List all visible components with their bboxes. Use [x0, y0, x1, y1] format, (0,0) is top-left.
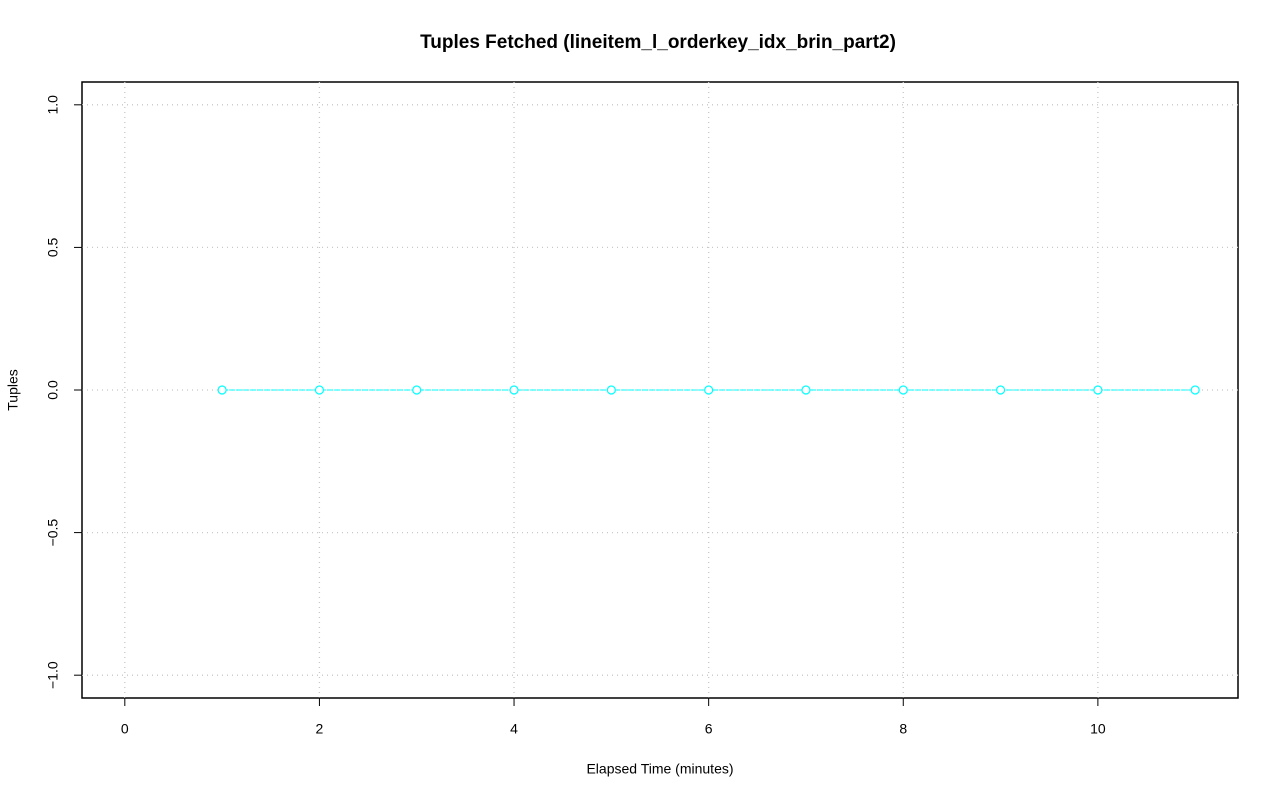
data-point: [801, 385, 811, 395]
data-point: [995, 385, 1006, 395]
data-point: [606, 385, 616, 395]
data-point: [1093, 385, 1103, 395]
y-tick-label: 0.5: [45, 237, 61, 257]
data-point: [898, 385, 908, 395]
x-tick-label: 10: [1090, 721, 1106, 737]
x-tick-label: 6: [705, 721, 713, 737]
data-point: [704, 385, 714, 395]
x-tick-label: 2: [316, 721, 324, 737]
y-tick-label: −0.5: [45, 519, 61, 547]
data-point: [1190, 385, 1200, 395]
data-point: [412, 385, 422, 395]
chart-title: Tuples Fetched (lineitem_l_orderkey_idx_…: [420, 32, 896, 53]
x-tick-label: 0: [121, 721, 129, 737]
x-axis-title: Elapsed Time (minutes): [586, 761, 733, 777]
data-point: [217, 385, 227, 395]
y-axis-title: Tuples: [5, 369, 21, 411]
x-tick-label: 8: [899, 721, 907, 737]
y-tick-label: 1.0: [45, 95, 61, 115]
y-tick-label: 0.0: [45, 380, 61, 400]
data-point: [314, 385, 325, 395]
x-tick-label: 4: [510, 721, 518, 737]
y-tick-label: −1.0: [45, 661, 61, 689]
data-point: [509, 385, 519, 395]
